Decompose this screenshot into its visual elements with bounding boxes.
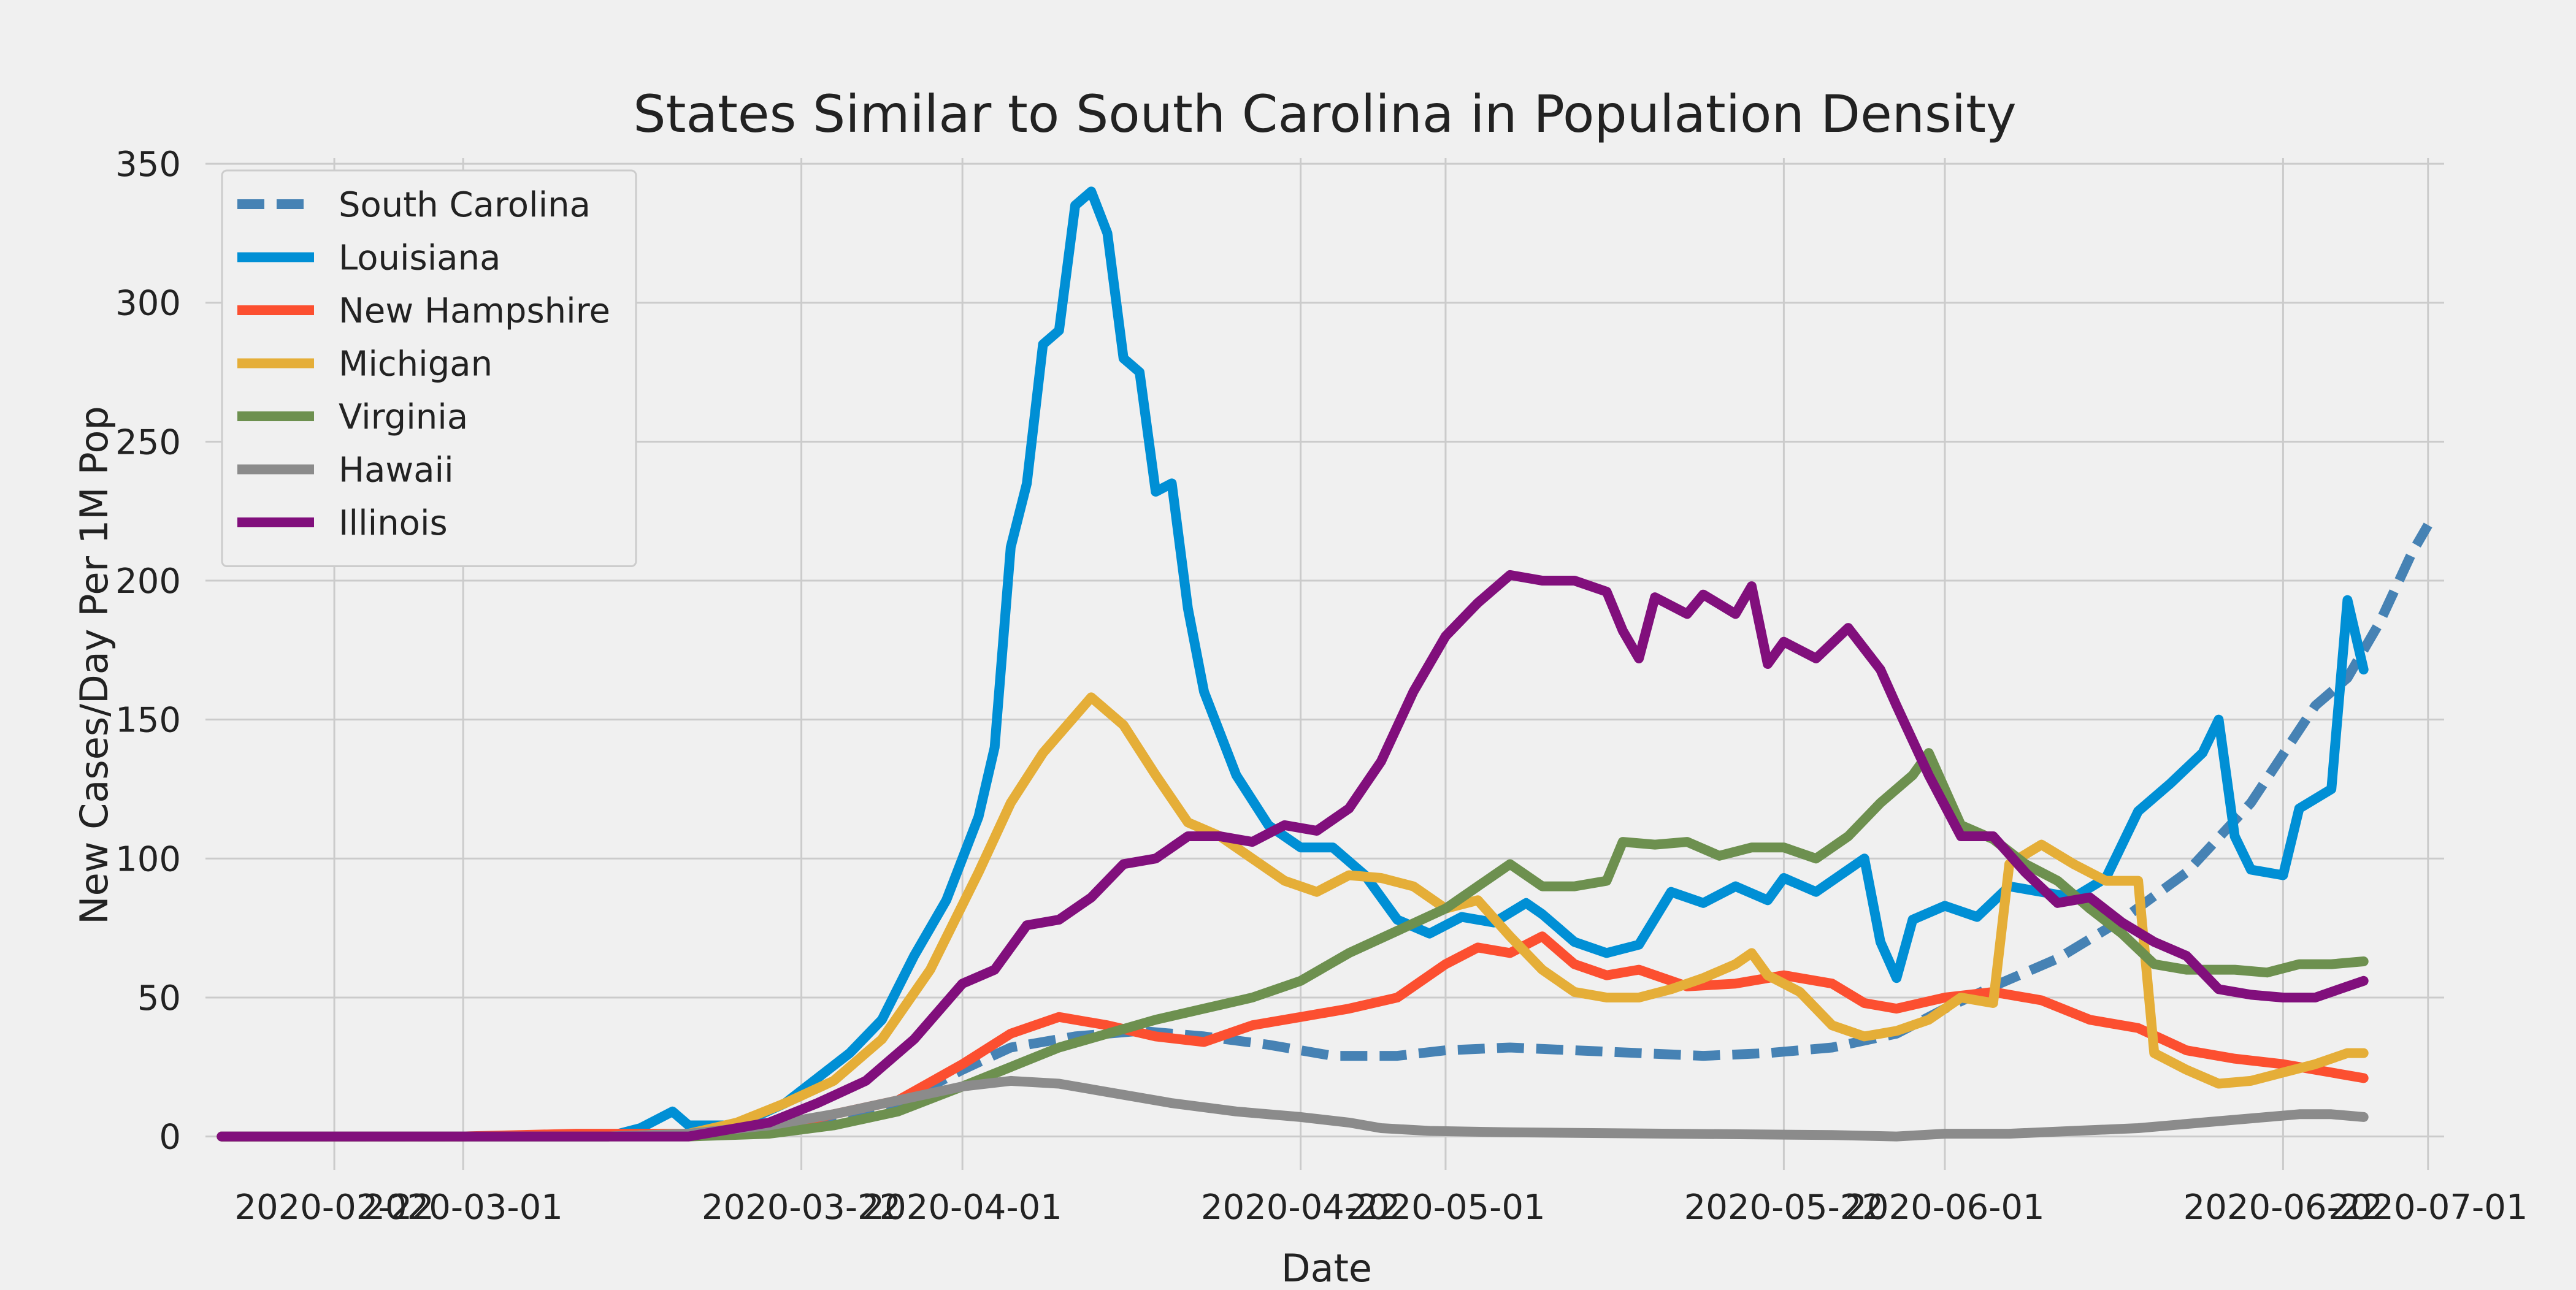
series-line [217, 931, 2369, 1142]
legend: South Carolina Louisiana New Hampshire Mich… [221, 169, 637, 567]
series-line [217, 692, 2369, 1142]
legend-label: Virginia [339, 397, 468, 437]
legend-label: New Hampshire [339, 291, 610, 331]
x-tick-label: 2020-03-01 [363, 1188, 562, 1227]
axis-layer: 0 50 100 150 200 250 300 350 2020-02-222020-03-0… [115, 145, 2528, 1227]
x-tick-label: 2020-05-22 [1684, 1188, 1884, 1227]
y-tick-label: 100 [115, 839, 181, 879]
x-tick-label: 2020-04-22 [1201, 1188, 1400, 1227]
series-line [217, 748, 2369, 1142]
legend-box [221, 169, 637, 567]
x-tick-label: 2020-06-22 [2183, 1188, 2383, 1227]
series-line [217, 186, 2369, 1142]
x-tick-label: 2020-02-22 [234, 1188, 434, 1227]
y-axis-label: New Cases/Day Per 1M Pop [72, 406, 117, 925]
x-tick-label: 2020-04-01 [862, 1188, 1062, 1227]
y-tick-label: 200 [115, 562, 181, 601]
legend-label: Illinois [339, 503, 448, 543]
legend-label: Michigan [339, 345, 493, 384]
series-line [217, 570, 2369, 1142]
x-tick-label: 2020-06-01 [1845, 1188, 2044, 1227]
legend-label: Hawaii [339, 451, 454, 490]
series-layer [217, 186, 2432, 1142]
y-tick-label: 350 [115, 145, 181, 185]
y-tick-label: 150 [115, 701, 181, 741]
y-tick-label: 50 [137, 979, 181, 1018]
x-tick-label: 2020-03-22 [702, 1188, 901, 1227]
y-tick-label: 0 [159, 1118, 181, 1158]
series-line [217, 1075, 2369, 1142]
legend-label: South Carolina [339, 185, 591, 225]
x-tick-label: 2020-07-01 [2328, 1188, 2528, 1227]
y-tick-label: 300 [115, 284, 181, 324]
x-tick-label: 2020-05-01 [1346, 1188, 1545, 1227]
x-axis-label: Date [1281, 1246, 1372, 1288]
y-tick-label: 250 [115, 422, 181, 462]
chart-title: States Similar to South Carolina in Popu… [633, 84, 2017, 144]
legend-label: Louisiana [339, 239, 500, 278]
